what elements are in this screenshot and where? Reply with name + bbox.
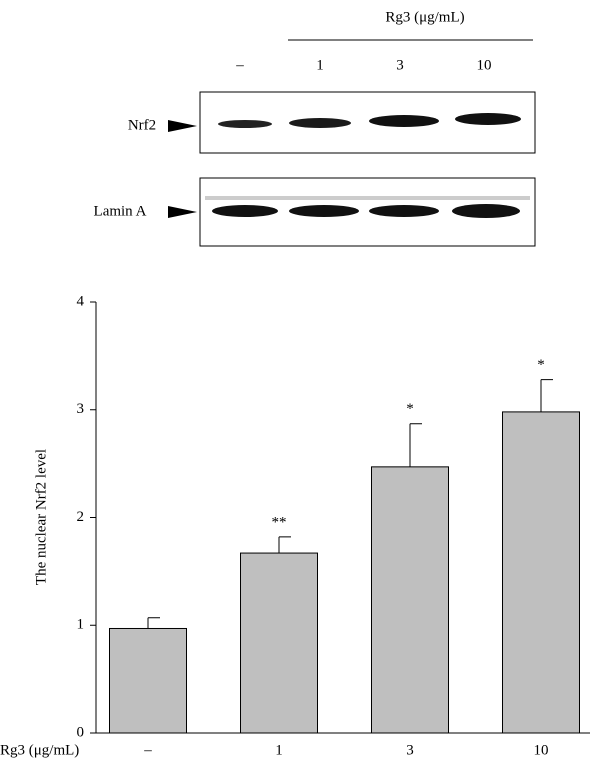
y-tick-label: 3 <box>77 401 85 417</box>
x-axis-label: Rg3 (μg/mL) <box>0 742 79 758</box>
x-tick-label: 3 <box>406 742 414 758</box>
bar <box>372 467 449 733</box>
y-tick-label: 4 <box>77 293 85 309</box>
blot-row-label: Lamin A <box>94 203 147 219</box>
band <box>452 204 520 218</box>
band <box>369 115 439 127</box>
band <box>218 120 272 128</box>
error-bar <box>279 537 291 553</box>
band <box>369 205 439 217</box>
annotation: * <box>406 401 414 417</box>
x-tick-label: 10 <box>534 742 549 758</box>
blot-treatment-label: Rg3 (μg/mL) <box>385 9 464 25</box>
annotation: ** <box>272 514 287 530</box>
x-tick-label: – <box>143 742 152 758</box>
band <box>212 205 278 217</box>
lane-label: 10 <box>477 57 492 73</box>
band <box>205 196 530 200</box>
x-tick-label: 1 <box>275 742 283 758</box>
y-tick-label: 1 <box>77 617 85 633</box>
y-axis-label: The nuclear Nrf2 level <box>33 449 49 585</box>
annotation: * <box>537 357 545 373</box>
lane-label: – <box>235 57 244 73</box>
blot-row-label: Nrf2 <box>128 117 156 133</box>
bar <box>241 553 318 733</box>
error-bar <box>410 424 422 467</box>
error-bar <box>541 380 553 412</box>
arrow <box>168 120 197 132</box>
y-tick-label: 0 <box>77 724 85 740</box>
band <box>455 113 521 125</box>
bar <box>503 412 580 733</box>
band <box>289 205 359 217</box>
arrow <box>168 206 197 218</box>
error-bar <box>148 618 160 629</box>
bar <box>110 628 187 733</box>
lane-label: 3 <box>396 57 404 73</box>
lane-label: 1 <box>316 57 324 73</box>
band <box>289 118 351 128</box>
figure: Rg3 (μg/mL) – 1 3 10 Nrf2 Lamin A The nu… <box>0 0 605 766</box>
y-tick-label: 2 <box>77 509 85 525</box>
